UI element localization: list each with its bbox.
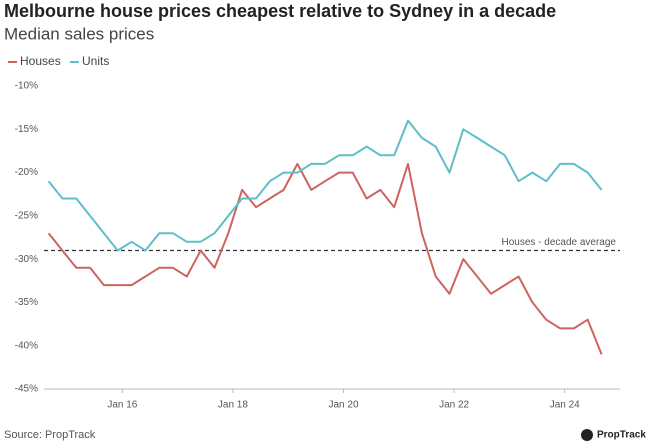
y-tick-label: -35% — [15, 297, 38, 308]
y-tick-label: -15% — [15, 124, 38, 135]
legend-label: Units — [82, 54, 109, 68]
x-tick-label: Jan 20 — [329, 400, 359, 411]
legend-label: Houses — [20, 54, 61, 68]
chart-title: Melbourne house prices cheapest relative… — [4, 1, 556, 21]
reference-label: Houses - decade average — [501, 237, 616, 248]
brand: PropTrack — [597, 430, 646, 441]
series-line — [47, 119, 603, 252]
x-tick-label: Jan 22 — [439, 400, 469, 411]
source: Source: PropTrack — [4, 429, 96, 441]
y-tick-label: -10% — [15, 81, 38, 92]
y-tick-label: -40% — [15, 340, 38, 351]
y-tick-label: -25% — [15, 210, 38, 221]
brand-logo — [581, 429, 593, 441]
x-tick-label: Jan 18 — [218, 400, 248, 411]
y-tick-label: -30% — [15, 254, 38, 265]
x-tick-label: Jan 16 — [107, 400, 137, 411]
y-tick-label: -20% — [15, 167, 38, 178]
chart-subtitle: Median sales prices — [4, 24, 154, 43]
series-line — [47, 162, 603, 355]
x-tick-label: Jan 24 — [550, 400, 580, 411]
y-tick-label: -45% — [15, 384, 38, 395]
